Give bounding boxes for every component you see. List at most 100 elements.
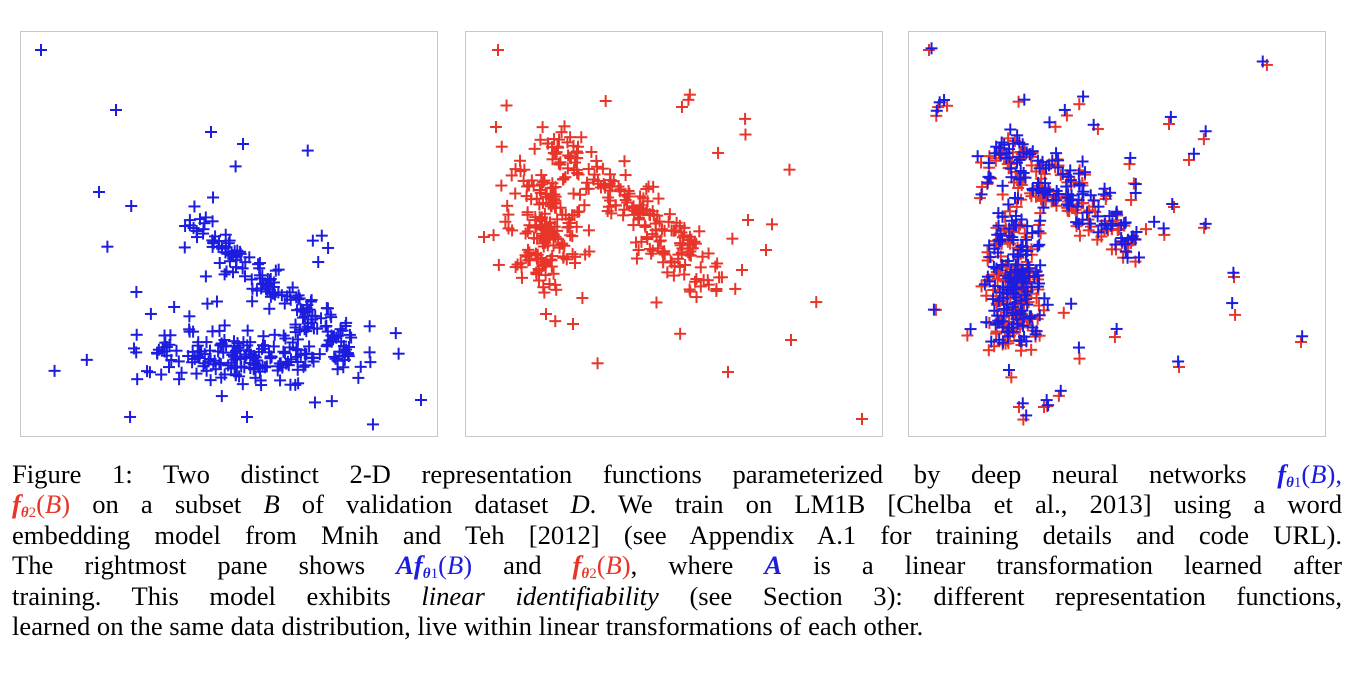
scatter-point-blue-overlay-91 [1011, 129, 1024, 142]
scatter-point-red-253 [487, 229, 500, 242]
scatter-point-blue-318 [281, 355, 294, 368]
scatter-point-blue-170 [279, 332, 292, 345]
scatter-point-blue-301 [297, 360, 310, 373]
scatter-point-blue-274 [268, 328, 281, 341]
scatter-point-blue-overlay-285 [1199, 217, 1212, 230]
scatter-point-red-89 [618, 203, 631, 216]
scatter-point-red-364 [644, 209, 657, 222]
scatter-point-red-300 [530, 266, 543, 279]
scatter-point-red-296 [557, 172, 570, 185]
scatter-point-blue-overlay-19 [1056, 167, 1069, 180]
scatter-point-blue-overlay-303 [1187, 147, 1200, 160]
scatter-point-red-18 [555, 126, 568, 139]
scatter-point-blue-225 [337, 361, 350, 374]
scatter-point-red-308 [551, 224, 564, 237]
scatter-point-blue-overlay-121 [985, 335, 998, 348]
scatter-point-red-168 [502, 208, 515, 221]
scatter-point-red-346 [697, 274, 710, 287]
scatter-point-red-129 [633, 212, 646, 225]
scatter-point-red-overlay-19 [1054, 169, 1067, 182]
scatter-point-red-243 [537, 281, 550, 294]
scatter-point-blue-239 [186, 356, 199, 369]
scatter-point-red-131 [601, 205, 614, 218]
scatter-point-red-277 [515, 271, 528, 284]
scatter-point-blue-overlay-69 [1118, 217, 1131, 230]
scatter-point-blue-overlay-76 [1148, 215, 1161, 228]
scatter-plot-red [478, 44, 868, 425]
scatter-point-red-322 [690, 291, 703, 304]
scatter-point-red-84 [617, 209, 630, 222]
scatter-point-red-244 [538, 286, 551, 299]
scatter-point-blue-299 [291, 363, 304, 376]
scatter-point-red-349 [684, 249, 697, 262]
scatter-point-red-141 [576, 292, 589, 305]
scatter-point-red-35 [561, 162, 574, 175]
scatter-point-red-overlay-299 [1197, 133, 1210, 146]
scatter-point-blue-308 [277, 345, 290, 358]
scatter-point-red-377 [683, 88, 696, 101]
scatter-point-red-368 [530, 252, 543, 265]
scatter-point-blue-279 [363, 320, 376, 333]
scatter-point-blue-overlay-263 [1018, 93, 1031, 106]
scatter-point-blue-overlay-282 [1105, 219, 1118, 232]
scatter-point-blue-overlay-93 [1115, 235, 1128, 248]
scatter-point-blue-overlay-195 [996, 336, 1009, 349]
scatter-point-red-278 [495, 179, 508, 192]
scatter-point-red-273 [525, 174, 538, 187]
scatter-point-red-205 [509, 187, 522, 200]
scatter-point-blue-337 [229, 160, 242, 173]
scatter-point-blue-overlay-102 [1005, 171, 1018, 184]
scatter-point-blue-259 [231, 337, 244, 350]
scatter-point-blue-289 [209, 363, 222, 376]
scatter-point-blue-overlay-233 [997, 309, 1010, 322]
scatter-point-red-379 [712, 146, 725, 159]
scatter-point-blue-overlay-66 [1103, 210, 1116, 223]
scatter-point-blue-overlay-267 [1054, 384, 1067, 397]
scatter-point-red-348 [696, 250, 709, 263]
scatter-point-red-251 [544, 200, 557, 213]
scatter-point-blue-overlay-307 [1172, 355, 1185, 368]
scatter-point-red-351 [536, 259, 549, 272]
scatter-point-red-342 [645, 247, 658, 260]
scatter-point-blue-278 [291, 344, 304, 357]
scatter-point-blue-355 [364, 356, 377, 369]
scatter-point-blue-overlay-266 [1062, 170, 1075, 183]
scatter-point-red-358 [715, 271, 728, 284]
scatter-point-red-123 [675, 226, 688, 239]
scatter-point-blue-362 [241, 411, 253, 423]
caption-line-4: The rightmost pane shows Afθ1(B) and fθ2… [12, 550, 1342, 583]
scatter-point-red-347 [710, 284, 723, 297]
scatter-point-red-307 [546, 181, 559, 194]
scatter-point-red-381 [492, 44, 504, 56]
scatter-point-blue-overlay-275 [1226, 297, 1239, 310]
scatter-point-blue-63 [199, 211, 212, 224]
scatter-point-blue-321 [207, 191, 220, 204]
scatter-point-red-159 [547, 239, 560, 252]
scatter-point-red-297 [573, 205, 586, 218]
caption-line-2: fθ2(B) on a subset B of validation datas… [12, 489, 1343, 522]
scatter-point-blue-overlay-238 [1011, 258, 1024, 271]
scatter-point-blue-overlay-253 [1032, 280, 1045, 293]
scatter-point-blue-overlay-9 [1087, 194, 1100, 207]
scatter-point-red-108 [649, 217, 662, 230]
scatter-point-blue-315 [227, 350, 240, 363]
scatter-point-red-85 [575, 131, 588, 144]
scatter-point-blue-overlay-193 [1007, 248, 1020, 261]
scatter-point-blue-250 [218, 319, 231, 332]
scatter-point-blue-overlay-51 [1060, 180, 1073, 193]
scatter-point-blue-overlay-239 [1016, 264, 1029, 277]
scatter-point-blue-243 [244, 336, 257, 349]
scatter-point-blue-291 [233, 370, 246, 383]
scatter-point-red-291 [546, 153, 559, 166]
scatter-point-red-365 [499, 215, 512, 228]
scatter-point-blue-overlay-231 [1002, 198, 1015, 211]
scatter-point-blue-358 [205, 126, 217, 138]
scatter-point-blue-overlay-171 [987, 260, 1000, 273]
scatter-point-red-58 [646, 244, 659, 257]
scatter-point-blue-overlay-215 [1020, 409, 1033, 422]
scatter-point-red-378 [739, 128, 752, 141]
scatter-point-red-87 [562, 149, 575, 162]
scatter-point-blue-135 [239, 256, 252, 269]
scatter-point-blue-overlay-278 [982, 157, 995, 170]
scatter-point-red-359 [729, 282, 742, 295]
